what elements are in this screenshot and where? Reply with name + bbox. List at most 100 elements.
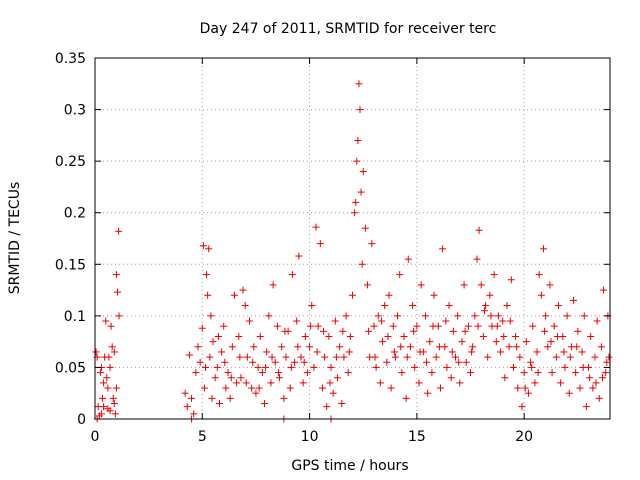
data-point: [398, 369, 406, 377]
data-point: [208, 394, 216, 402]
data-point: [220, 322, 228, 330]
data-point: [356, 106, 364, 114]
data-point: [500, 332, 508, 340]
data-point: [325, 332, 333, 340]
data-point: [267, 379, 275, 387]
data-point: [593, 317, 601, 325]
data-point: [497, 348, 505, 356]
data-point: [403, 353, 411, 361]
data-point: [352, 198, 360, 206]
data-point: [439, 245, 447, 253]
data-point: [429, 322, 437, 330]
data-point: [411, 363, 419, 371]
data-point: [512, 332, 520, 340]
data-point: [355, 80, 363, 88]
data-point: [595, 394, 603, 402]
data-point: [248, 384, 256, 392]
data-point: [602, 369, 610, 377]
data-point: [475, 226, 483, 234]
data-point: [312, 223, 320, 231]
data-point: [462, 358, 470, 366]
data-point: [226, 394, 234, 402]
data-point: [102, 317, 110, 325]
data-point: [586, 374, 594, 382]
data-point: [426, 338, 434, 346]
data-point: [570, 296, 578, 304]
data-point: [524, 389, 532, 397]
data-point: [206, 353, 214, 361]
data-point: [461, 327, 469, 335]
data-point: [597, 343, 605, 351]
data-point: [190, 410, 198, 418]
data-point: [561, 363, 569, 371]
data-point: [552, 353, 560, 361]
data-point: [521, 384, 529, 392]
data-point: [345, 348, 353, 356]
data-point: [233, 379, 241, 387]
data-point: [181, 389, 189, 397]
data-point: [572, 369, 580, 377]
data-point: [477, 281, 485, 289]
data-point: [297, 353, 305, 361]
data-point: [268, 353, 276, 361]
data-point: [442, 317, 450, 325]
data-point: [484, 353, 492, 361]
data-point: [533, 348, 541, 356]
data-point: [243, 353, 251, 361]
y-tick-label: 0.1: [64, 309, 86, 325]
data-point: [469, 343, 477, 351]
data-point: [276, 374, 284, 382]
data-point: [112, 384, 120, 392]
data-point: [241, 302, 249, 310]
data-point: [109, 394, 117, 402]
data-point: [376, 379, 384, 387]
x-tick-label: 15: [408, 429, 426, 445]
data-point: [192, 369, 200, 377]
data-point: [323, 403, 331, 411]
y-tick-label: 0.05: [55, 360, 86, 376]
data-point: [105, 353, 113, 361]
data-point: [103, 374, 111, 382]
data-point: [555, 302, 562, 310]
data-point: [458, 338, 466, 346]
data-point: [389, 322, 397, 330]
x-axis-label: GPS time / hours: [291, 458, 408, 474]
data-point: [97, 410, 105, 418]
data-point: [600, 286, 608, 294]
data-point: [473, 255, 481, 263]
data-point: [293, 317, 301, 325]
data-point: [541, 327, 549, 335]
data-point: [396, 271, 404, 279]
data-point: [218, 348, 226, 356]
grid-lines: [95, 58, 610, 419]
data-point: [263, 348, 271, 356]
data-point: [579, 363, 587, 371]
plot-frame: [94, 57, 611, 420]
data-point: [273, 322, 281, 330]
data-point: [542, 312, 550, 320]
data-point: [428, 369, 436, 377]
data-point: [202, 363, 210, 371]
data-point: [303, 369, 311, 377]
data-point: [546, 281, 554, 289]
data-point: [338, 400, 346, 408]
data-point: [503, 302, 511, 310]
data-point: [321, 353, 329, 361]
data-point: [265, 312, 273, 320]
data-point: [467, 369, 475, 377]
data-point: [454, 312, 462, 320]
y-tick-label: 0: [77, 412, 86, 428]
data-point: [527, 358, 535, 366]
data-point: [474, 322, 482, 330]
data-point: [222, 384, 230, 392]
data-point: [587, 332, 595, 340]
data-point: [221, 358, 229, 366]
data-point: [537, 291, 545, 299]
data-point: [410, 327, 418, 335]
data-point: [468, 348, 476, 356]
data-point: [531, 379, 539, 387]
data-point: [364, 281, 372, 289]
data-point: [183, 403, 191, 411]
data-point: [456, 379, 464, 387]
